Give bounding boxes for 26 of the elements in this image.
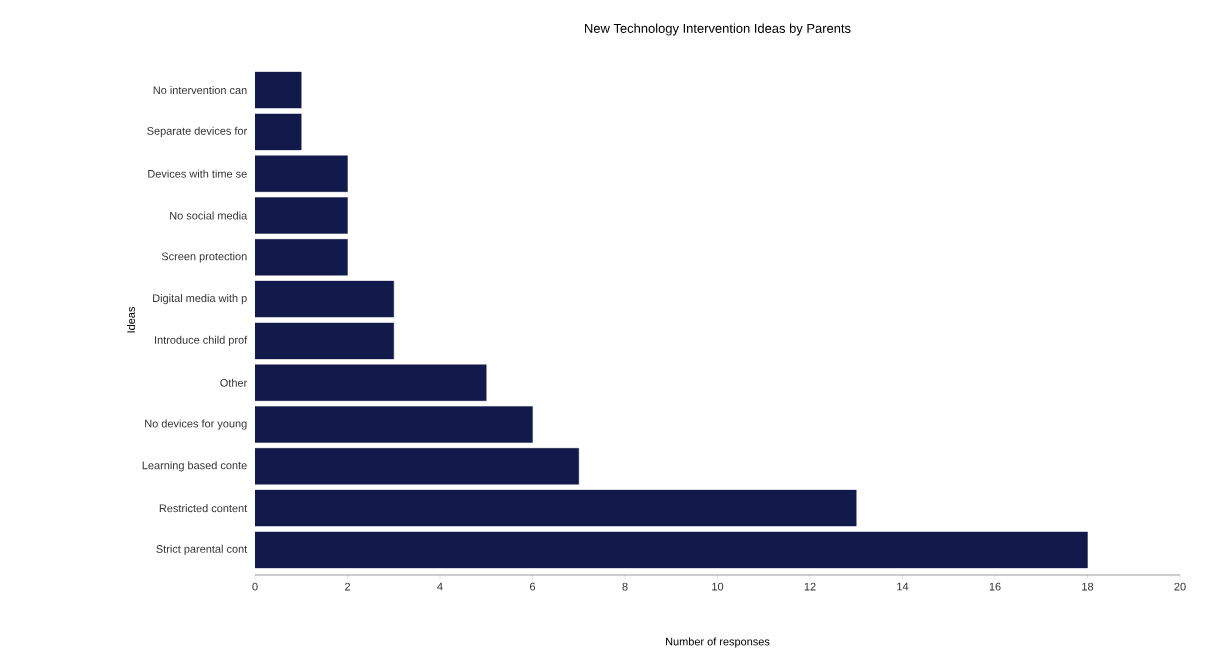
y-tick-label: Devices with time se (148, 169, 247, 178)
chart-title: New Technology Intervention Ideas by Parents (585, 23, 851, 36)
x-tick-label: 14 (897, 582, 909, 591)
x-tick-label: 16 (989, 582, 1001, 591)
y-tick-label: No intervention can (153, 86, 247, 95)
y-tick-label: Strict parental cont (156, 544, 248, 556)
x-tick-label: 18 (1082, 582, 1094, 591)
x-tick-label: 12 (804, 582, 816, 591)
x-tick-label: 8 (622, 582, 628, 591)
x-axis-title: Number of responses (666, 637, 770, 648)
y-tick-label: Introduce child prof (155, 335, 248, 346)
x-tick-label: 10 (712, 582, 724, 591)
x-tick-label: 0 (252, 582, 258, 591)
y-tick-label: Screen protection (161, 252, 247, 263)
y-tick-label: No social media (170, 211, 248, 220)
y-tick-label: Other (220, 378, 248, 387)
x-tick-label: 4 (437, 582, 443, 591)
y-tick-label: Digital media with p (153, 294, 247, 305)
x-tick-label: 6 (530, 582, 536, 591)
y-tick-label: Learning based conte (142, 461, 247, 472)
y-tick-label: Restricted content (159, 504, 248, 513)
y-tick-label: No devices for young (145, 419, 247, 430)
y-axis-title: Ideas (126, 307, 135, 333)
x-tick-label: 2 (345, 582, 350, 591)
y-tick-label: Separate devices for (147, 126, 248, 137)
x-tick-label: 20 (1174, 582, 1186, 591)
